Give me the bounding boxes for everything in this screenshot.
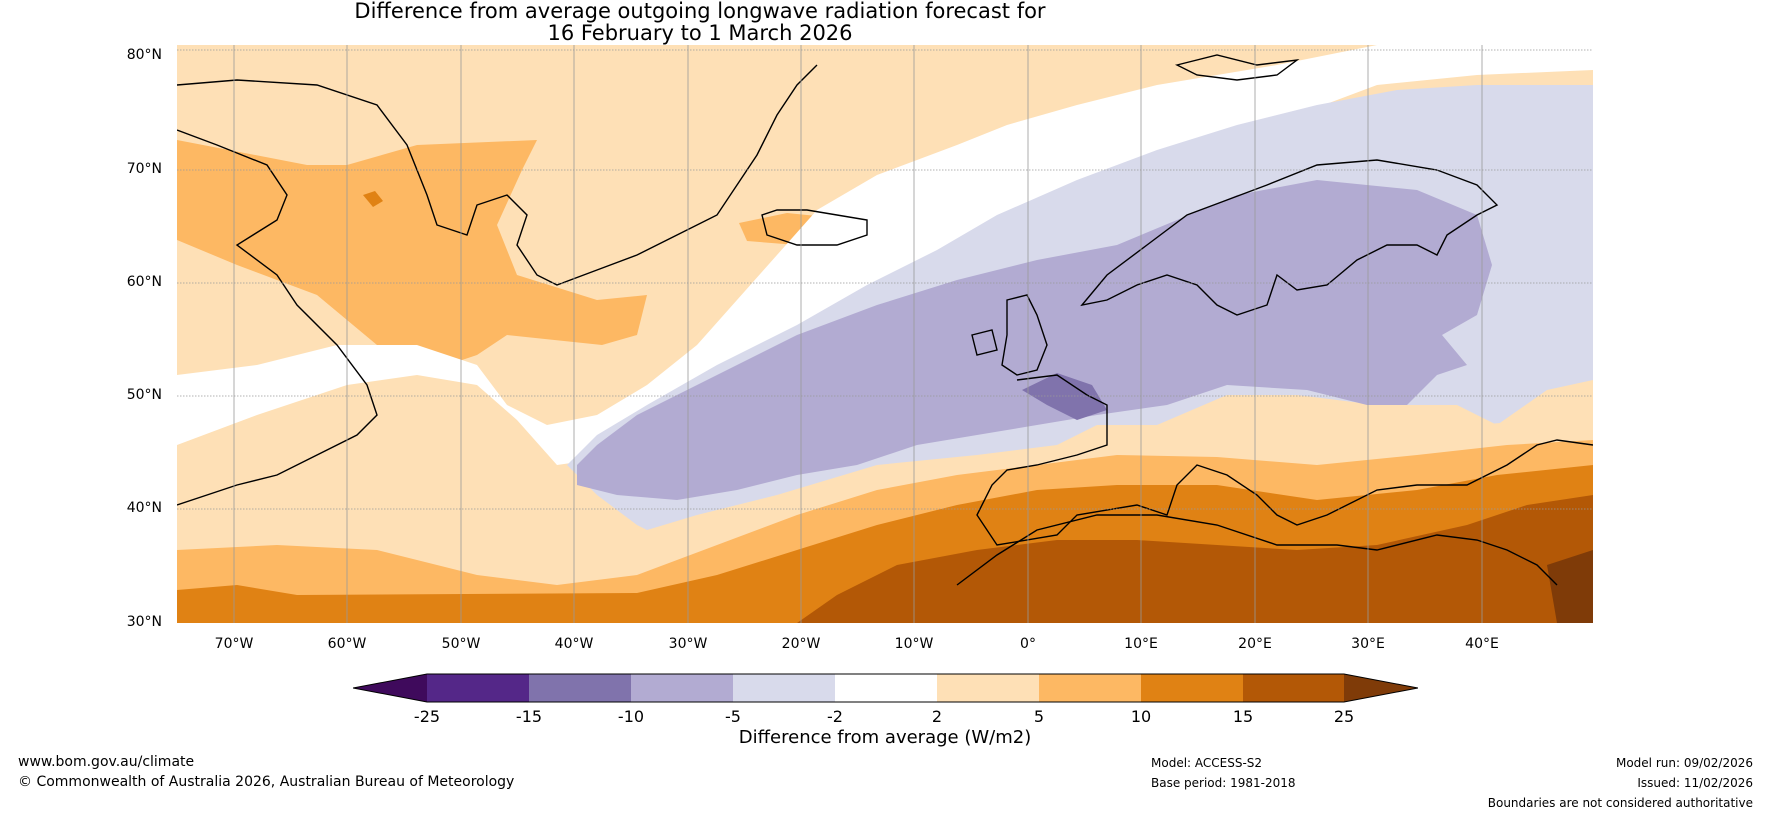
colorbar (353, 673, 1418, 703)
coastline-europe (976, 374, 1593, 546)
anomaly-neutral-band (177, 45, 1593, 465)
lon-label-20w: 20°W (781, 636, 821, 652)
footer-website: www.bom.gov.au/climate (18, 754, 195, 770)
footer-issued: Issued: 11/02/2026 (1637, 776, 1753, 790)
colorbar-box-2 (529, 674, 631, 702)
colorbar-tick-25: 25 (1333, 707, 1355, 726)
lon-label-40e: 40°E (1465, 636, 1499, 652)
lat-label-30n: 30°N (126, 614, 162, 630)
colorbar-tick-m10: -10 (617, 707, 645, 726)
lat-label-70n: 70°N (126, 161, 162, 177)
colorbar-outline (353, 673, 1418, 703)
anomaly-positive-25-plus-spot (1547, 550, 1593, 623)
colorbar-label: Difference from average (W/m2) (738, 727, 1032, 748)
colorbar-tick-10: 10 (1130, 707, 1152, 726)
lat-label-60n: 60°N (126, 274, 162, 290)
anomaly-positive-5-10-greenland (177, 140, 647, 375)
map-title-line-1: Difference from average outgoing longwav… (354, 0, 1046, 23)
colorbar-extend-low (353, 674, 427, 702)
colorbar-tick-m25: -25 (413, 707, 441, 726)
coastline-iceland (761, 209, 868, 246)
lon-label-0: 0° (1020, 636, 1036, 652)
lon-label-70w: 70°W (214, 636, 254, 652)
lat-label-40n: 40°N (126, 500, 162, 516)
coastline-north-africa (956, 514, 1558, 586)
lon-label-50w: 50°W (441, 636, 481, 652)
coastline-arctic-islands (1174, 54, 1300, 81)
colorbar-box-7 (1039, 674, 1141, 702)
colorbar-tick-m2: -2 (827, 707, 843, 726)
lon-label-20e: 20°E (1238, 636, 1272, 652)
coastline-scandinavia (1080, 159, 1499, 316)
colorbar-box-4 (733, 674, 835, 702)
footer-copyright: © Commonwealth of Australia 2026, Austra… (18, 774, 515, 790)
lat-label-80n: 80°N (126, 47, 162, 63)
colorbar-tick-15: 15 (1232, 707, 1254, 726)
forecast-map (177, 45, 1593, 623)
lon-label-40w: 40°W (554, 636, 594, 652)
colorbar-box-3 (631, 674, 733, 702)
lon-label-10w: 10°W (894, 636, 934, 652)
colorbar-tick-m5: -5 (725, 707, 741, 726)
colorbar-box-9 (1243, 674, 1344, 702)
colorbar-tick-2: 2 (931, 707, 943, 726)
lon-label-30w: 30°W (668, 636, 708, 652)
map-title-line-2: 16 February to 1 March 2026 (547, 21, 853, 45)
coastline-labrador (177, 129, 378, 506)
colorbar-extend-high (1344, 674, 1418, 702)
anomaly-negative-5-10 (577, 180, 1492, 500)
colorbar-box-8 (1141, 674, 1243, 702)
lat-label-50n: 50°N (126, 387, 162, 403)
footer-model: Model: ACCESS-S2 (1151, 756, 1263, 770)
coastline-british-isles (971, 294, 1048, 376)
coastline-greenland (177, 64, 818, 286)
anomaly-negative-10-15-france (1022, 373, 1107, 420)
anomaly-positive-10-15-spot (363, 191, 383, 207)
colorbar-tick-m15: -15 (515, 707, 543, 726)
lon-label-60w: 60°W (327, 636, 367, 652)
footer-base-period: Base period: 1981-2018 (1151, 776, 1296, 790)
footer-model-run: Model run: 09/02/2026 (1615, 756, 1753, 770)
lon-label-30e: 30°E (1351, 636, 1385, 652)
anomaly-positive-15-25-africa (797, 495, 1593, 623)
footer-disclaimer: Boundaries are not considered authoritat… (1487, 796, 1753, 810)
colorbar-box-1 (427, 674, 529, 702)
lon-label-10e: 10°E (1124, 636, 1158, 652)
colorbar-tick-5: 5 (1033, 707, 1045, 726)
colorbar-box-5 (835, 674, 937, 702)
colorbar-box-6 (937, 674, 1039, 702)
